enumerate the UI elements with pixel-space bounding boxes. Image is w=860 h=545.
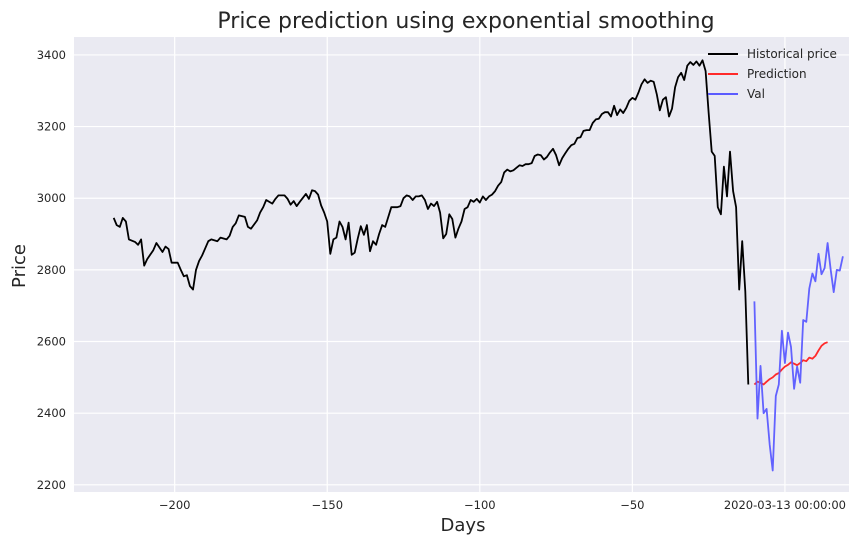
- y-tick-label: 2400: [37, 406, 66, 420]
- x-tick-label: −200: [159, 498, 191, 512]
- y-axis-label: Price: [9, 244, 30, 288]
- legend-label: Val: [747, 87, 765, 101]
- legend-label: Prediction: [747, 67, 807, 81]
- y-tick-label: 2200: [37, 478, 66, 492]
- y-tick-label: 2600: [37, 335, 66, 349]
- y-tick-label: 2800: [37, 263, 66, 277]
- y-tick-label: 3000: [37, 191, 66, 205]
- grid: [74, 37, 849, 492]
- legend: Historical price Prediction Val: [708, 47, 837, 101]
- y-ticks: 2200 2400 2600 2800 3000 3200 3400: [37, 48, 66, 492]
- chart-title: Price prediction using exponential smoot…: [217, 9, 714, 34]
- x-tick-label: −100: [464, 498, 496, 512]
- x-tick-label: −150: [311, 498, 343, 512]
- x-axis-label: Days: [441, 515, 486, 536]
- series-line-historical-price: [112, 59, 750, 385]
- y-tick-label: 3200: [37, 120, 66, 134]
- series-line-prediction: [753, 341, 828, 386]
- plot-background: [74, 37, 849, 492]
- series-lines: [112, 59, 844, 472]
- series-line-val: [753, 242, 844, 472]
- x-ticks: −200 −150 −100 −50 2020-03-13 00:00:00: [159, 498, 846, 512]
- legend-label: Historical price: [747, 47, 837, 61]
- x-tick-label: −50: [620, 498, 644, 512]
- y-tick-label: 3400: [37, 48, 66, 62]
- x-tick-label: 2020-03-13 00:00:00: [724, 498, 846, 512]
